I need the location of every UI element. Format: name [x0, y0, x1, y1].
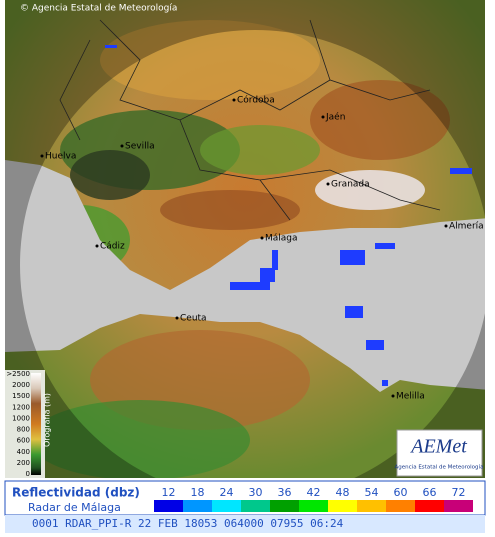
scale-value: 36: [278, 486, 292, 499]
city-label: Málaga: [265, 234, 298, 244]
city-label: Granada: [331, 180, 370, 190]
city-marker: [321, 115, 325, 119]
map: [5, 0, 485, 478]
scale-value: 60: [394, 486, 408, 499]
scale-color: [241, 500, 270, 512]
logo-caption: Agencia Estatal de Meteorología: [395, 464, 484, 471]
city-label: Melilla: [396, 392, 425, 402]
city-labels: Córdoba Jaén Sevilla Huelva Granada Málaga Cád…: [40, 95, 484, 402]
scale-color: [183, 500, 212, 512]
copyright: © Agencia Estatal de Meteorología: [20, 4, 177, 14]
scale-value: 48: [336, 486, 350, 499]
scale-color: [154, 500, 183, 512]
city-marker: [95, 244, 99, 248]
orography-label: 2000: [12, 381, 30, 389]
city-label: Jaén: [325, 112, 345, 123]
city-marker: [260, 236, 264, 240]
scale-value: 42: [307, 486, 321, 499]
scale-color: [212, 500, 241, 512]
scale-color: [270, 500, 299, 512]
orography-label: >2500: [6, 370, 30, 378]
orography-label: 800: [17, 426, 30, 434]
city-label: Almería: [449, 222, 484, 232]
scale-value: 54: [365, 486, 379, 499]
orography-label: 200: [17, 459, 30, 467]
radar-echoes: [105, 45, 472, 386]
status-bar: [5, 515, 485, 533]
orography-label: 1500: [12, 392, 30, 400]
scale-color: [328, 500, 357, 512]
scale-color: [415, 500, 444, 512]
city-marker: [175, 316, 179, 320]
city-marker: [391, 394, 395, 398]
scale-value: 66: [423, 486, 437, 499]
orography-scale: [31, 373, 41, 475]
logo-box: [396, 429, 483, 477]
city-marker: [120, 144, 124, 148]
city-marker: [40, 154, 44, 158]
orography-label: 1200: [12, 403, 30, 411]
scale-value: 12: [162, 486, 176, 499]
city-marker: [232, 98, 236, 102]
orography-title: Orografía (m): [43, 393, 52, 447]
city-marker: [326, 182, 330, 186]
mountains: [160, 190, 300, 230]
orography-label: 1000: [12, 414, 30, 422]
status-text: 0001 RDAR_PPI-R 22 FEB 18053 064000 0795…: [32, 517, 344, 530]
scale-color: [444, 500, 473, 512]
city-label: Cádiz: [100, 242, 125, 252]
scale-color: [299, 500, 328, 512]
scale-value: 18: [191, 486, 205, 499]
city-label: Córdoba: [237, 95, 275, 106]
city-label: Ceuta: [180, 314, 207, 324]
borders: [59, 19, 441, 221]
scale-value: 72: [452, 486, 466, 499]
radar-name: Radar de Málaga: [28, 501, 121, 514]
snow-peaks: [315, 170, 425, 210]
scale-color: [386, 500, 415, 512]
scale-value: 24: [220, 486, 234, 499]
logo-name: AEMet: [409, 436, 467, 458]
city-label: Huelva: [45, 152, 76, 162]
orography-label: 400: [17, 448, 30, 456]
scale-value: 30: [249, 486, 263, 499]
reflectivity-title: Reflectividad (dbz): [12, 486, 140, 500]
valley: [200, 125, 320, 175]
scale-color: [357, 500, 386, 512]
city-marker: [444, 224, 448, 228]
reflectivity-scale: 12 18 24 30 36 42 48 54 60 66 72: [154, 486, 473, 512]
lowland: [30, 400, 250, 478]
orography-label: 0: [26, 470, 30, 478]
lowland: [70, 150, 150, 200]
plateau: [100, 20, 320, 100]
mountains: [310, 80, 450, 160]
orography-label: 600: [17, 437, 30, 445]
sea: [5, 160, 485, 392]
city-label: Sevilla: [125, 142, 155, 152]
